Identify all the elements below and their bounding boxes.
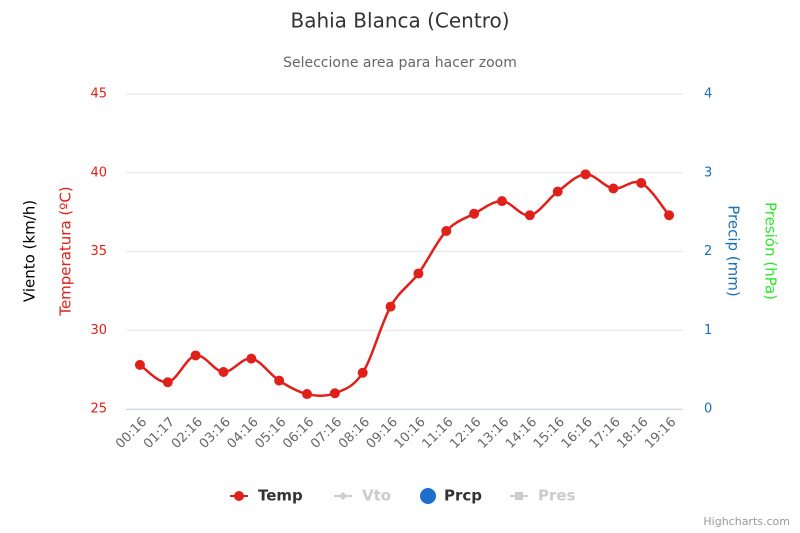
legend-symbol xyxy=(420,488,436,504)
data-point xyxy=(134,359,145,370)
legend-label[interactable]: Vto xyxy=(362,487,391,505)
legend-symbol xyxy=(339,492,347,500)
y-tick-label: 45 xyxy=(90,87,107,102)
data-point xyxy=(162,377,173,388)
data-point xyxy=(636,177,647,188)
data-point xyxy=(496,196,507,207)
data-point xyxy=(329,388,340,399)
data-point xyxy=(190,350,201,361)
y-tick-label: 30 xyxy=(90,323,107,338)
data-point xyxy=(302,389,313,400)
y2-tick-label: 0 xyxy=(704,402,712,417)
y-tick-label: 35 xyxy=(90,244,107,259)
data-point xyxy=(246,353,257,364)
y-axis-title: Viento (km/h) xyxy=(21,200,39,302)
chart-subtitle: Seleccione area para hacer zoom xyxy=(283,55,517,71)
data-point xyxy=(274,375,285,386)
data-point xyxy=(664,210,675,221)
data-point xyxy=(357,367,368,378)
y2-axis-title: Presión (hPa) xyxy=(762,202,780,300)
y2-tick-label: 3 xyxy=(704,165,712,180)
y-axis-title: Temperatura (ºC) xyxy=(57,186,75,316)
legend-symbol xyxy=(234,491,244,501)
y-tick-label: 25 xyxy=(90,402,107,417)
y2-tick-label: 2 xyxy=(704,244,712,259)
y2-tick-label: 4 xyxy=(704,87,712,102)
series-line xyxy=(139,173,671,398)
legend-label[interactable]: Temp xyxy=(258,487,303,505)
chart-title: Bahia Blanca (Centro) xyxy=(290,9,509,33)
data-point xyxy=(608,183,619,194)
y2-tick-label: 1 xyxy=(704,323,712,338)
data-point xyxy=(524,210,535,221)
data-point xyxy=(385,301,396,312)
data-point xyxy=(441,226,452,237)
credits[interactable]: Highcharts.com xyxy=(703,515,790,528)
x-tick-label: 19:16 xyxy=(642,415,679,452)
y-tick-label: 40 xyxy=(90,165,107,180)
legend-symbol xyxy=(515,492,523,500)
data-point xyxy=(469,208,480,219)
legend-label[interactable]: Pres xyxy=(538,487,576,505)
data-point xyxy=(218,366,229,377)
y2-axis-title: Precip (mm) xyxy=(725,205,743,296)
data-point xyxy=(580,169,591,180)
legend-label[interactable]: Prcp xyxy=(444,487,482,505)
data-point xyxy=(552,186,563,197)
data-point xyxy=(413,268,424,279)
